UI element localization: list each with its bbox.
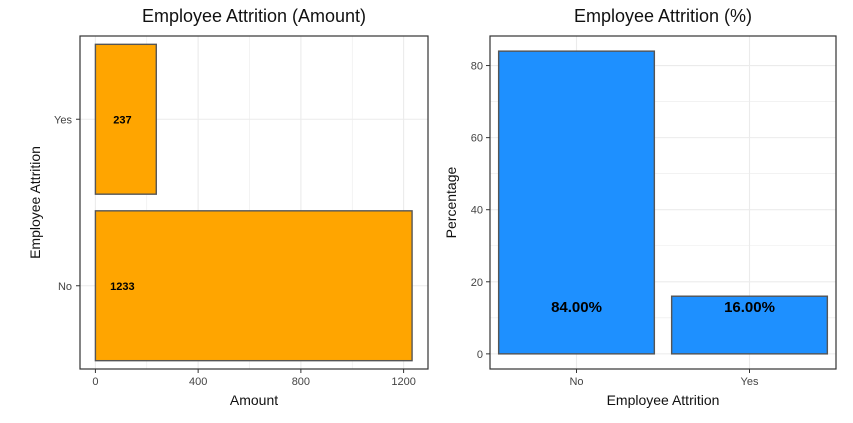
- bar-no: [94, 210, 413, 362]
- data-label-no: 1233: [110, 281, 134, 293]
- left-panel-border: [79, 35, 429, 370]
- bar-yes: [94, 43, 157, 195]
- x-tick-label: 0: [92, 376, 98, 388]
- bar-no: [497, 50, 656, 355]
- y-tick-label: No: [58, 281, 72, 293]
- y-tick-label: 80: [471, 61, 483, 73]
- data-label-yes: 16.00%: [724, 299, 775, 316]
- x-tick-label: Yes: [741, 376, 759, 388]
- x-tick-label: 1200: [391, 376, 415, 388]
- y-tick-label: 20: [471, 277, 483, 289]
- x-tick-label: 400: [189, 376, 207, 388]
- y-tick-label: 40: [471, 205, 483, 217]
- bar-yes: [670, 295, 829, 355]
- x-axis-title: Employee Attrition: [607, 392, 720, 408]
- chart-title: Employee Attrition (Amount): [142, 6, 366, 26]
- y-axis-title: Percentage: [443, 166, 459, 238]
- data-label-no: 84.00%: [551, 299, 602, 316]
- left-chart: 1233 237 0 400 800 1200 No Yes Employee Attritio…: [27, 6, 429, 408]
- right-chart: 84.00% 16.00% 0 20 40 60 80 No Yes Employee Attri…: [443, 6, 837, 408]
- chart-title: Employee Attrition (%): [574, 6, 752, 26]
- y-tick-label: 60: [471, 133, 483, 145]
- x-tick-label: 800: [292, 376, 310, 388]
- right-panel-border: [489, 35, 837, 370]
- y-tick-label: Yes: [54, 114, 72, 126]
- x-axis-title: Amount: [230, 392, 278, 408]
- y-axis-title: Employee Attrition: [27, 146, 43, 259]
- data-label-yes: 237: [113, 114, 131, 126]
- y-tick-label: 0: [477, 349, 483, 361]
- x-tick-label: No: [569, 376, 583, 388]
